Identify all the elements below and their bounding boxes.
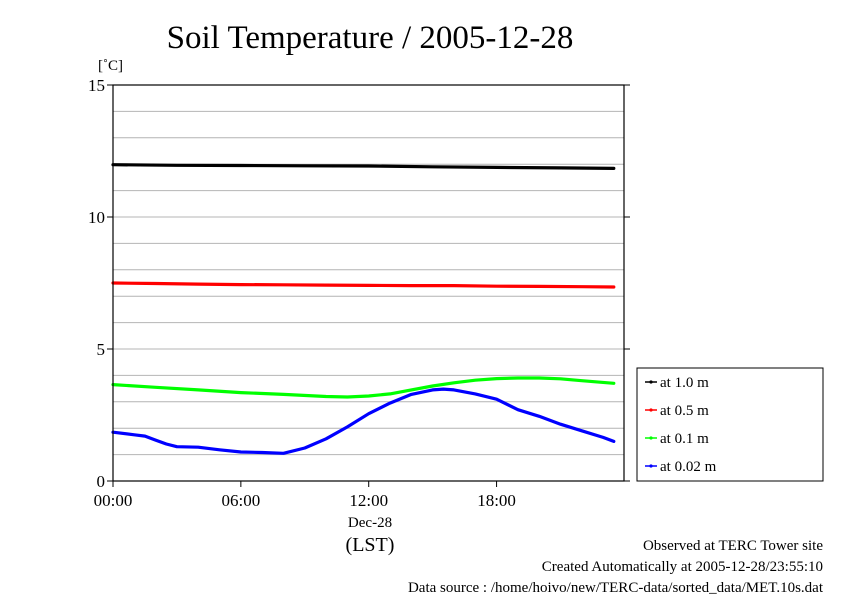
y-axis-unit-label: [˚C]	[98, 58, 123, 74]
y-tick-label: 10	[88, 208, 105, 227]
legend-label: at 0.5 m	[660, 403, 709, 419]
x-axis-date-label: Dec-28	[348, 515, 392, 531]
footer-source: Data source : /home/hoivo/new/TERC-data/…	[408, 580, 824, 595]
x-axis-ticks: 00:00 06:00 12:00 18:00	[94, 481, 516, 510]
x-tick-label: 00:00	[94, 491, 133, 510]
legend-items: at 1.0 m at 0.5 m at 0.1 m at 0.02 m	[645, 375, 717, 475]
series-lines	[111, 163, 616, 455]
x-tick-label: 06:00	[221, 491, 260, 510]
legend-marker	[649, 380, 653, 384]
series-line-1	[111, 281, 616, 289]
legend-label: at 0.02 m	[660, 459, 717, 475]
series-line-0	[111, 163, 616, 170]
legend-marker	[649, 464, 653, 468]
chart-title: Soil Temperature / 2005-12-28	[167, 20, 574, 56]
legend-marker	[649, 408, 653, 412]
series-line-3	[111, 387, 616, 455]
y-tick-label: 5	[97, 340, 106, 359]
legend: at 1.0 m at 0.5 m at 0.1 m at 0.02 m	[636, 367, 824, 482]
y-tick-label: 0	[97, 472, 106, 491]
x-axis-label: (LST)	[346, 534, 395, 556]
y-axis-ticks: 0 5 10 15	[88, 76, 630, 491]
legend-box	[636, 367, 824, 482]
footer-created: Created Automatically at 2005-12-28/23:5…	[542, 559, 823, 575]
footer-observed: Observed at TERC Tower site	[643, 538, 823, 554]
legend-marker	[649, 436, 653, 440]
series-line-2	[111, 376, 616, 399]
legend-label: at 1.0 m	[660, 375, 709, 391]
x-tick-label: 18:00	[477, 491, 516, 510]
legend-label: at 0.1 m	[660, 431, 709, 447]
y-tick-label: 15	[88, 76, 105, 95]
x-tick-label: 12:00	[349, 491, 388, 510]
